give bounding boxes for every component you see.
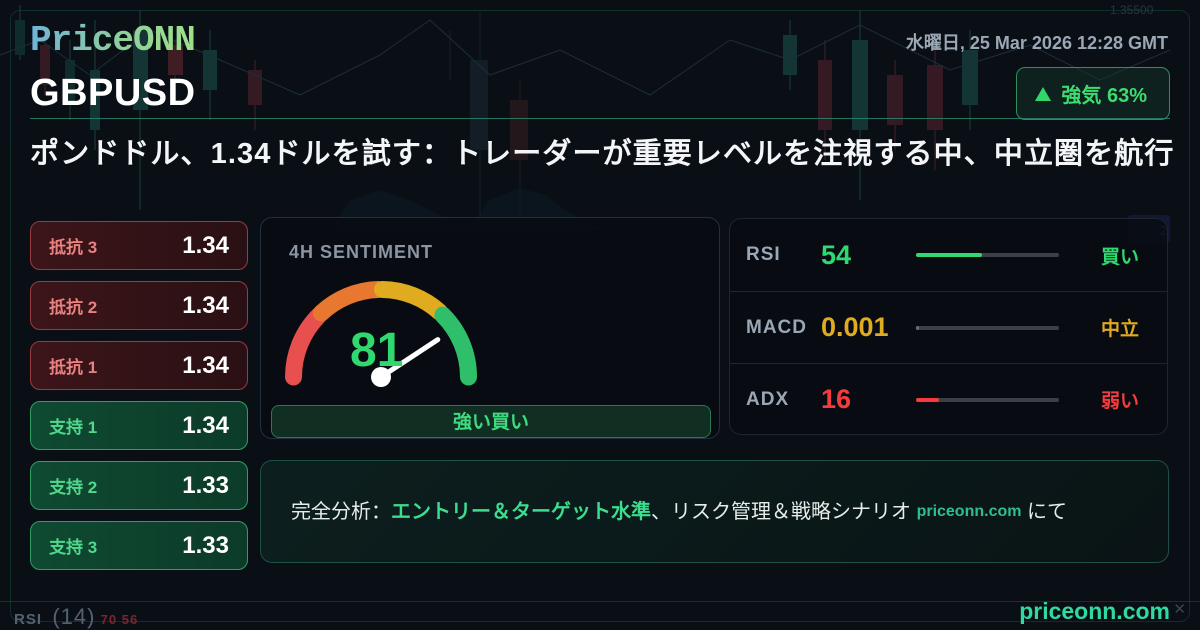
svg-text:1.35500: 1.35500 <box>1110 3 1154 17</box>
svg-text:81: 81 <box>350 324 403 377</box>
